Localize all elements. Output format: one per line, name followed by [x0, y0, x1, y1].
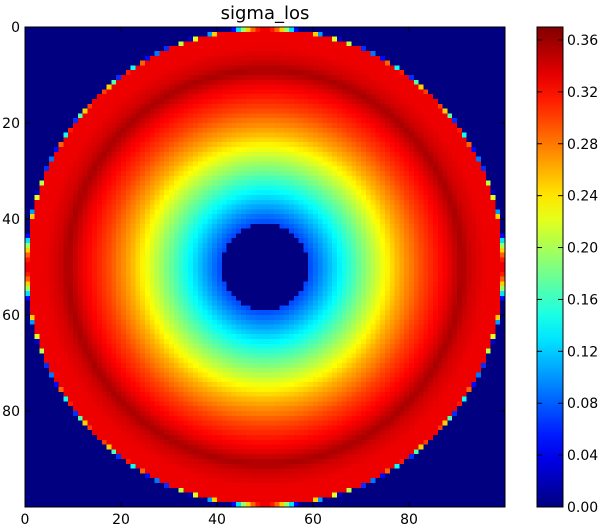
x-tick-label: 20 — [112, 512, 130, 524]
colorbar-tick-label: 0.32 — [567, 85, 598, 101]
chart-title: sigma_los — [221, 3, 310, 24]
colorbar-tick-label: 0.00 — [567, 500, 598, 516]
colorbar-tick-label: 0.04 — [567, 448, 598, 464]
colorbar-tick-label: 0.12 — [567, 344, 598, 360]
colorbar-tick-label: 0.08 — [567, 396, 598, 412]
x-tick-label: 60 — [304, 512, 322, 524]
colorbar-tick-label: 0.36 — [567, 33, 598, 49]
heatmap-image — [25, 27, 505, 507]
y-tick-label: 20 — [2, 116, 20, 132]
colorbar-tick-label: 0.20 — [567, 241, 598, 257]
x-tick-label: 80 — [400, 512, 418, 524]
y-tick-label: 0 — [11, 20, 20, 36]
colorbar-bar — [536, 26, 564, 508]
y-tick-label: 60 — [2, 308, 20, 324]
colorbar-tick-label: 0.24 — [567, 189, 598, 205]
y-axis: 0 20 40 60 80 — [2, 20, 505, 420]
colorbar: 0.00 0.04 0.08 0.12 0.16 0.20 0.24 0.28 0.32 0.36 — [536, 26, 598, 516]
plot-frame — [24, 26, 506, 508]
y-tick-label: 80 — [2, 404, 20, 420]
heatmap — [25, 27, 505, 507]
colorbar-tick-label: 0.28 — [567, 137, 598, 153]
x-tick-label: 40 — [208, 512, 226, 524]
x-tick-label: 0 — [21, 512, 30, 524]
y-tick-label: 40 — [2, 212, 20, 228]
colorbar-tick-label: 0.16 — [567, 292, 598, 308]
